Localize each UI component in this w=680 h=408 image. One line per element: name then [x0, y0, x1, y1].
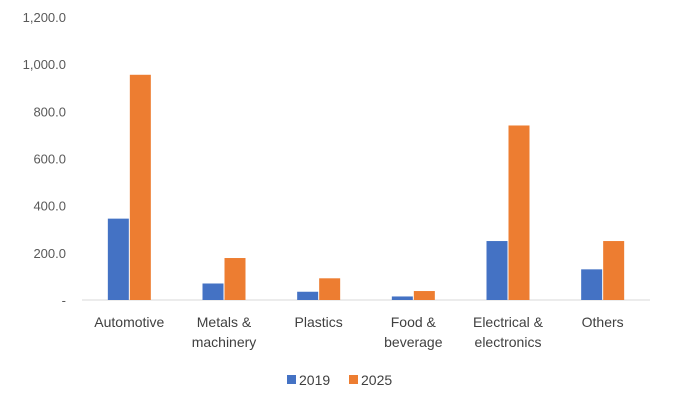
category-label: Others [582, 314, 624, 330]
y-tick-label: 600.0 [33, 152, 66, 167]
bar-2019-5 [581, 269, 603, 300]
category-label: machinery [192, 334, 257, 350]
bar-2025-3 [413, 291, 435, 300]
category-labels: Automotive Metals & machinery Plastics Food … [94, 314, 623, 350]
y-tick-label: 1,200.0 [23, 10, 66, 25]
category-label: Plastics [295, 314, 343, 330]
bar-2019-2 [297, 291, 319, 300]
bars [107, 74, 625, 300]
y-tick-label: 200.0 [33, 246, 66, 261]
bar-2025-1 [224, 258, 246, 300]
bar-2025-4 [508, 125, 530, 300]
bar-2025-0 [129, 74, 151, 300]
legend: 2019 2025 [287, 372, 392, 388]
y-tick-label: - [62, 293, 66, 308]
category-label: Food & [391, 314, 437, 330]
category-label: Electrical & [473, 314, 544, 330]
legend-swatch-2019 [287, 375, 296, 384]
y-axis-ticks: - 200.0 400.0 600.0 800.0 1,000.0 1,200.0 [23, 10, 66, 308]
bar-2019-1 [202, 283, 224, 300]
category-label: beverage [384, 334, 443, 350]
bar-2025-2 [319, 278, 341, 300]
legend-label: 2025 [361, 372, 392, 388]
y-tick-label: 400.0 [33, 199, 66, 214]
category-label: Automotive [94, 314, 164, 330]
bar-2025-5 [603, 241, 625, 300]
y-tick-label: 800.0 [33, 104, 66, 119]
legend-label: 2019 [299, 372, 330, 388]
category-label: electronics [475, 334, 542, 350]
category-label: Metals & [197, 314, 252, 330]
bar-2019-4 [486, 241, 508, 300]
bar-2019-3 [391, 296, 413, 300]
bar-2019-0 [107, 218, 129, 300]
y-tick-label: 1,000.0 [23, 57, 66, 72]
legend-swatch-2025 [349, 375, 358, 384]
